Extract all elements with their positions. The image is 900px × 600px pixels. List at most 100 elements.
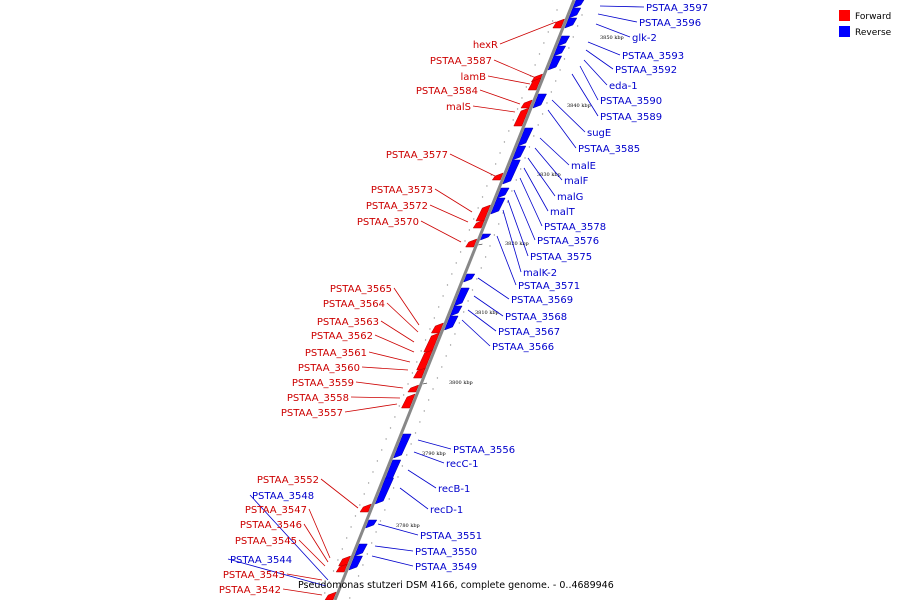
scale-dot (406, 454, 408, 456)
scale-dot (533, 135, 535, 137)
scale-dot (467, 300, 469, 302)
reverse-gene-arrow (354, 543, 368, 557)
label-leader-line (579, 65, 599, 101)
label-leader-line (298, 539, 326, 567)
forward-gene-arrow (475, 204, 491, 222)
scale-dot (410, 443, 412, 445)
scale-dot (392, 487, 395, 489)
reverse-gene-arrow (568, 7, 582, 19)
reverse-gene-arrow (490, 197, 506, 215)
label-leader-line (429, 204, 469, 223)
forward-gene-arrow (416, 349, 434, 371)
reverse-gene-arrow (444, 315, 459, 331)
label-leader-line (374, 334, 415, 353)
scale-dot (442, 295, 444, 297)
gene-label: PSTAA_3542 (219, 585, 281, 596)
forward-gene-arrow (520, 99, 533, 109)
gene-label: malG (557, 192, 583, 203)
label-leader-line (467, 309, 497, 332)
gene-label: malF (564, 176, 589, 187)
kbp-tick-label: 3840 kbp (567, 103, 591, 109)
scale-dot (366, 553, 369, 555)
gene-label: PSTAA_3593 (622, 51, 684, 62)
scale-dot (476, 278, 478, 280)
gene-label: PSTAA_3557 (281, 408, 343, 419)
reverse-gene-arrow (365, 519, 378, 529)
reverse-gene-arrow (463, 273, 476, 283)
label-leader-line (227, 558, 327, 587)
scale-dot (543, 42, 545, 44)
gene-label: PSTAA_3559 (292, 378, 354, 389)
gene-label: PSTAA_3590 (600, 96, 662, 107)
label-leader-line (539, 137, 570, 166)
label-leader-line (413, 451, 445, 464)
gene-label: PSTAA_3563 (317, 317, 379, 328)
label-leader-line (585, 49, 614, 70)
reverse-gene-arrow (564, 17, 578, 29)
reverse-gene-arrow (532, 93, 547, 109)
gene-label: PSTAA_3551 (420, 531, 482, 542)
genome-footer: Pseudomonas stutzeri DSM 4166, complete … (298, 580, 614, 591)
scale-dot (468, 229, 471, 231)
gene-label: PSTAA_3544 (230, 555, 292, 566)
label-leader-line (407, 469, 437, 489)
label-leader-line (597, 13, 638, 23)
scale-dot (407, 383, 409, 385)
scale-dot (376, 460, 379, 462)
scale-dot (328, 581, 330, 583)
kbp-ticks: 3850 kbp 3840 kbp 3830 kbp 3820 kbp 3810 kbp… (366, 35, 624, 529)
scale-dot (463, 311, 465, 313)
scale-dot (541, 113, 544, 115)
scale-dot (508, 130, 510, 132)
scale-dot (555, 80, 557, 82)
label-leader-line (286, 573, 323, 581)
label-leader-line (587, 41, 621, 56)
gene-label: PSTAA_3565 (330, 284, 392, 295)
label-leader-line (527, 157, 556, 197)
scale-dot (524, 157, 526, 159)
scale-dot (441, 366, 443, 368)
scale-dot (481, 196, 484, 198)
scale-dot (345, 537, 348, 539)
reverse-gene-arrow (449, 305, 463, 317)
gene-label: PSTAA_3558 (287, 393, 349, 404)
scale-dot (367, 482, 370, 484)
genome-backbone (333, 0, 576, 600)
kbp-tick-label: 3800 kbp (449, 380, 473, 386)
gene-label: PSTAA_3552 (257, 475, 319, 486)
scale-dot (556, 9, 558, 11)
kbp-tick-label: 3830 kbp (537, 172, 561, 178)
forward-gene-arrow (335, 563, 348, 573)
scale-dot (546, 102, 548, 104)
reverse-gene-arrow (572, 0, 585, 9)
kbp-tick-label: 3820 kbp (505, 241, 529, 247)
gene-label: PSTAA_3587 (430, 56, 492, 67)
scale-dot (494, 163, 497, 165)
gene-label: PSTAA_3571 (518, 281, 580, 292)
label-leader-line (434, 188, 473, 213)
label-leader-line (551, 99, 586, 133)
scale-dot (362, 564, 364, 566)
scale-dot (379, 520, 382, 522)
forward-gene-arrow (338, 555, 351, 567)
label-leader-line (493, 59, 537, 79)
scale-dot (363, 493, 365, 495)
label-leader-line (583, 59, 608, 86)
scale-dot (493, 234, 496, 236)
scale-dot (454, 333, 456, 335)
label-leader-line (496, 235, 517, 286)
label-leader-line (499, 21, 557, 45)
label-leader-line (599, 5, 645, 8)
label-leader-line (399, 487, 429, 510)
label-leader-line (595, 23, 631, 38)
backbone-dots (324, 9, 583, 599)
scale-dot (389, 427, 392, 429)
label-leader-line (502, 209, 522, 273)
forward-gene-arrow (513, 107, 530, 127)
scale-dot (332, 570, 335, 572)
reverse-gene-arrow (517, 127, 534, 147)
gene-label: PSTAA_3547 (245, 505, 307, 516)
gene-label: PSTAA_3561 (305, 348, 367, 359)
scale-dot (449, 344, 452, 346)
